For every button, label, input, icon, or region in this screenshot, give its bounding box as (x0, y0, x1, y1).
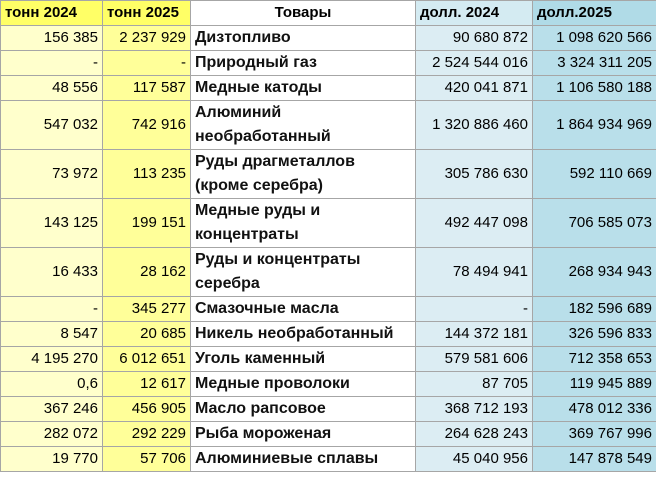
value-cell: 592 110 669 (532, 149, 656, 199)
value-cell: 712 358 653 (532, 346, 656, 372)
product-name: Природный газ (190, 50, 416, 76)
value-cell: 456 905 (102, 396, 191, 422)
value-cell: 4 195 270 (0, 346, 103, 372)
product-name: Медные проволоки (190, 371, 416, 397)
value-cell: 492 447 098 (415, 198, 533, 248)
header-cell: Товары (190, 0, 416, 26)
product-name: Никель необработанный (190, 321, 416, 347)
table-body: 156 385 2 237 929 Дизтопливо 90 680 872 1 09… (0, 25, 656, 472)
value-cell: 45 040 956 (415, 446, 533, 472)
table-row: 156 385 2 237 929 Дизтопливо 90 680 872 1 09… (0, 25, 656, 51)
value-cell: 28 162 (102, 247, 191, 297)
value-cell: 19 770 (0, 446, 103, 472)
product-name: Дизтопливо (190, 25, 416, 51)
value-cell: 326 596 833 (532, 321, 656, 347)
value-cell: 156 385 (0, 25, 103, 51)
product-name: Смазочные масла (190, 296, 416, 322)
value-cell: 282 072 (0, 421, 103, 447)
table-row: - - Природный газ 2 524 544 016 3 324 311 20… (0, 50, 656, 76)
product-name: Руды драгметаллов (кроме серебра) (190, 149, 416, 199)
product-name: Уголь каменный (190, 346, 416, 372)
product-name: Руды и концентраты серебра (190, 247, 416, 297)
product-name: Алюминий необработанный (190, 100, 416, 150)
value-cell: 143 125 (0, 198, 103, 248)
value-cell: 8 547 (0, 321, 103, 347)
product-name: Рыба мороженая (190, 421, 416, 447)
value-cell: 264 628 243 (415, 421, 533, 447)
product-name: Медные катоды (190, 75, 416, 101)
table-row: 367 246 456 905 Масло рапсовое 368 712 193 4… (0, 396, 656, 422)
table-row: 16 433 28 162 Руды и концентраты серебра 78… (0, 247, 656, 297)
value-cell: - (102, 50, 191, 76)
table-row: 143 125 199 151 Медные руды и концентраты 4… (0, 198, 656, 248)
value-cell: 117 587 (102, 75, 191, 101)
value-cell: 3 324 311 205 (532, 50, 656, 76)
table-row: -345 277 Смазочные масла -182 596 689 (0, 296, 656, 322)
value-cell: 547 032 (0, 100, 103, 150)
value-cell: 1 864 934 969 (532, 100, 656, 150)
value-cell: 12 617 (102, 371, 191, 397)
value-cell: 6 012 651 (102, 346, 191, 372)
value-cell: 2 524 544 016 (415, 50, 533, 76)
value-cell: 368 712 193 (415, 396, 533, 422)
value-cell: 20 685 (102, 321, 191, 347)
table-row: 4 195 270 6 012 651 Уголь каменный 579 581 … (0, 346, 656, 372)
header-cell: тонн 2025 (102, 0, 191, 26)
header-row: тонн 2024 тонн 2025 Товары долл. 2024 долл.2… (0, 0, 656, 26)
value-cell: 345 277 (102, 296, 191, 322)
value-cell: 144 372 181 (415, 321, 533, 347)
table-row: 8 547 20 685 Никель необработанный 144 372 … (0, 321, 656, 347)
value-cell: 1 106 580 188 (532, 75, 656, 101)
value-cell: 199 151 (102, 198, 191, 248)
value-cell: 2 237 929 (102, 25, 191, 51)
value-cell: 90 680 872 (415, 25, 533, 51)
value-cell: 579 581 606 (415, 346, 533, 372)
value-cell: 369 767 996 (532, 421, 656, 447)
table-row: 48 556 117 587 Медные катоды 420 041 871 1 1… (0, 75, 656, 101)
value-cell: 478 012 336 (532, 396, 656, 422)
value-cell: 182 596 689 (532, 296, 656, 322)
value-cell: - (0, 296, 103, 322)
header-cell: долл. 2024 (415, 0, 533, 26)
value-cell: 420 041 871 (415, 75, 533, 101)
value-cell: 147 878 549 (532, 446, 656, 472)
value-cell: 113 235 (102, 149, 191, 199)
value-cell: 268 934 943 (532, 247, 656, 297)
value-cell: 1 320 886 460 (415, 100, 533, 150)
table-row: 73 972 113 235 Руды драгметаллов (кроме се… (0, 149, 656, 199)
value-cell: 1 098 620 566 (532, 25, 656, 51)
value-cell: 367 246 (0, 396, 103, 422)
header-cell: тонн 2024 (0, 0, 103, 26)
product-name: Медные руды и концентраты (190, 198, 416, 248)
table-row: 19 770 57 706 Алюминиевые сплавы 45 040 956… (0, 446, 656, 472)
product-name: Алюминиевые сплавы (190, 446, 416, 472)
table-row: 0,6 12 617 Медные проволоки 87 705 119 945 8… (0, 371, 656, 397)
value-cell: 73 972 (0, 149, 103, 199)
value-cell: 742 916 (102, 100, 191, 150)
value-cell: 119 945 889 (532, 371, 656, 397)
header-cell: долл.2025 (532, 0, 656, 26)
value-cell: - (0, 50, 103, 76)
value-cell: - (415, 296, 533, 322)
value-cell: 292 229 (102, 421, 191, 447)
value-cell: 706 585 073 (532, 198, 656, 248)
value-cell: 78 494 941 (415, 247, 533, 297)
value-cell: 305 786 630 (415, 149, 533, 199)
value-cell: 0,6 (0, 371, 103, 397)
table-row: 547 032 742 916 Алюминий необработанный 1 3… (0, 100, 656, 150)
value-cell: 16 433 (0, 247, 103, 297)
product-name: Масло рапсовое (190, 396, 416, 422)
value-cell: 87 705 (415, 371, 533, 397)
table-row: 282 072 292 229 Рыба мороженая 264 628 243 3… (0, 421, 656, 447)
value-cell: 48 556 (0, 75, 103, 101)
value-cell: 57 706 (102, 446, 191, 472)
